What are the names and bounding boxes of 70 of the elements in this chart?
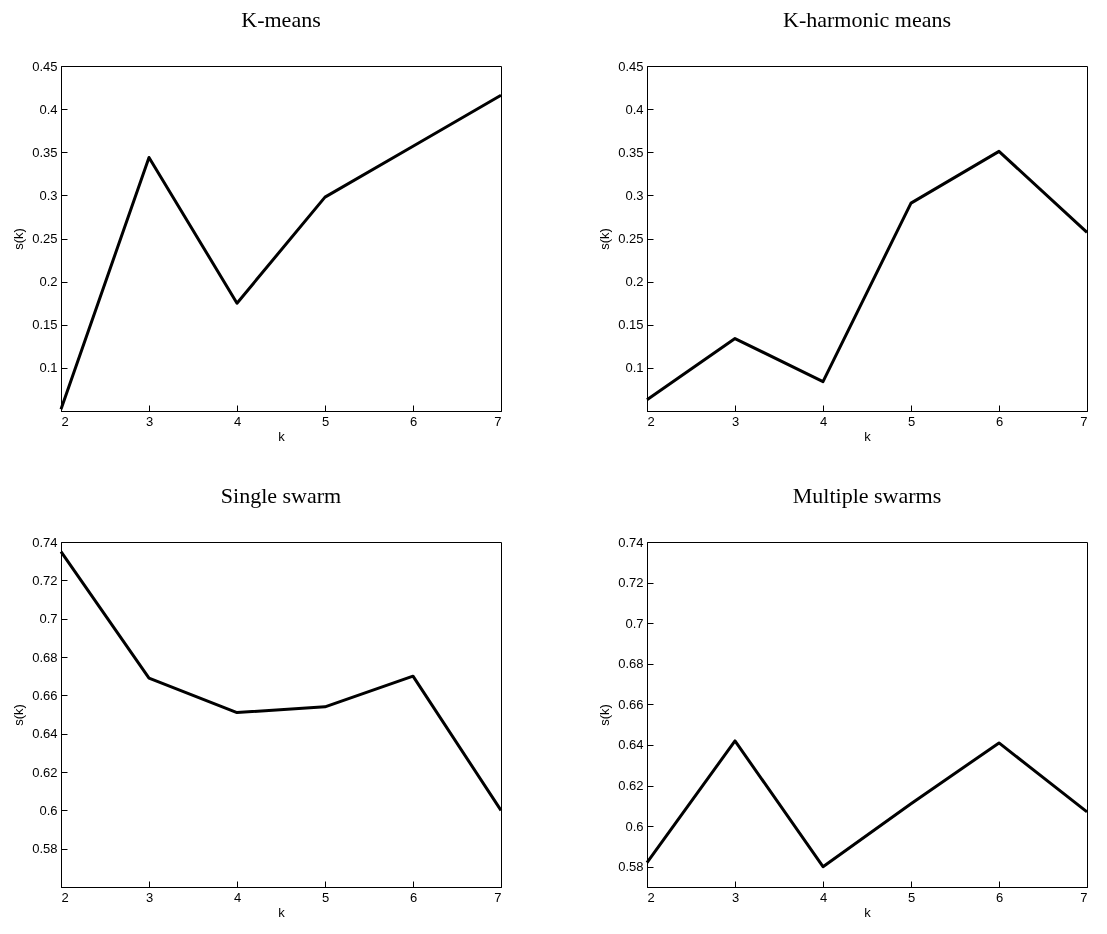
y-tick-label: 0.35 xyxy=(32,144,58,160)
y-tick-label: 0.62 xyxy=(618,778,644,794)
x-tick-label: 4 xyxy=(233,413,242,429)
y-tick-label: 0.64 xyxy=(32,726,58,742)
y-tick-label: 0.2 xyxy=(625,274,644,290)
x-tick-label: 7 xyxy=(494,413,502,429)
y-tick-label: 0.45 xyxy=(618,58,644,74)
y-tick-label: 0.72 xyxy=(32,572,58,588)
y-tick-label: 0.1 xyxy=(39,360,58,376)
x-tick-label: 3 xyxy=(731,413,740,429)
y-axis-title: s(k) xyxy=(11,228,27,250)
x-tick-label: 5 xyxy=(321,413,330,429)
x-axis-title: k xyxy=(864,904,872,920)
y-tick-label: 0.7 xyxy=(39,611,58,627)
y-tick-label: 0.66 xyxy=(618,696,644,712)
x-tick-label: 5 xyxy=(321,889,330,905)
y-tick-label: 0.58 xyxy=(32,841,58,857)
x-axis-title: k xyxy=(864,428,872,444)
x-axis-title: k xyxy=(278,904,286,920)
y-tick-label: 0.7 xyxy=(625,615,644,631)
y-tick-label: 0.35 xyxy=(618,144,644,160)
y-tick-label: 0.68 xyxy=(618,656,644,672)
y-tick-label: 0.45 xyxy=(32,58,58,74)
y-tick-label: 0.6 xyxy=(625,818,644,834)
chart-title: Multiple swarms xyxy=(792,483,942,508)
x-tick-label: 2 xyxy=(61,889,69,905)
y-axis-title: s(k) xyxy=(11,704,27,726)
y-tick-label: 0.25 xyxy=(618,231,644,246)
y-tick-label: 0.15 xyxy=(618,317,644,333)
y-tick-label: 0.15 xyxy=(32,317,58,333)
x-tick-label: 5 xyxy=(907,889,916,905)
y-tick-label: 0.74 xyxy=(618,534,644,550)
y-tick-label: 0.68 xyxy=(32,649,58,665)
y-tick-label: 0.74 xyxy=(32,534,58,550)
x-tick-label: 6 xyxy=(995,889,1004,905)
y-tick-label: 0.72 xyxy=(618,575,644,591)
x-tick-label: 7 xyxy=(494,889,502,905)
x-tick-label: 4 xyxy=(819,889,828,905)
chart-title: K-means xyxy=(241,7,321,32)
y-tick-label: 0.4 xyxy=(39,101,58,117)
x-axis-title: k xyxy=(278,428,286,444)
y-tick-label: 0.3 xyxy=(39,187,58,203)
x-tick-label: 4 xyxy=(233,889,242,905)
y-tick-label: 0.25 xyxy=(32,231,58,246)
x-tick-label: 2 xyxy=(647,413,655,429)
x-tick-label: 7 xyxy=(1080,413,1088,429)
y-tick-label: 0.2 xyxy=(39,274,58,290)
y-tick-label: 0.3 xyxy=(625,187,644,203)
x-tick-label: 4 xyxy=(819,413,828,429)
y-tick-label: 0.4 xyxy=(625,101,644,117)
x-tick-label: 5 xyxy=(907,413,916,429)
x-tick-label: 2 xyxy=(61,413,69,429)
y-tick-label: 0.6 xyxy=(39,802,58,818)
x-tick-label: 6 xyxy=(409,413,418,429)
y-tick-label: 0.58 xyxy=(618,859,644,875)
y-tick-label: 0.62 xyxy=(32,764,58,780)
y-tick-label: 0.1 xyxy=(625,360,644,376)
y-tick-label: 0.66 xyxy=(32,687,58,703)
x-tick-label: 3 xyxy=(731,889,740,905)
y-tick-label: 0.64 xyxy=(618,737,644,753)
x-tick-label: 3 xyxy=(145,889,154,905)
x-tick-label: 3 xyxy=(145,413,154,429)
y-axis-title: s(k) xyxy=(597,228,613,250)
x-tick-label: 6 xyxy=(409,889,418,905)
x-tick-label: 2 xyxy=(647,889,655,905)
x-tick-label: 6 xyxy=(995,413,1004,429)
y-axis-title: s(k) xyxy=(597,704,613,726)
chart-title: K-harmonic means xyxy=(783,7,951,32)
chart-title: Single swarm xyxy=(220,483,342,508)
x-tick-label: 7 xyxy=(1080,889,1088,905)
